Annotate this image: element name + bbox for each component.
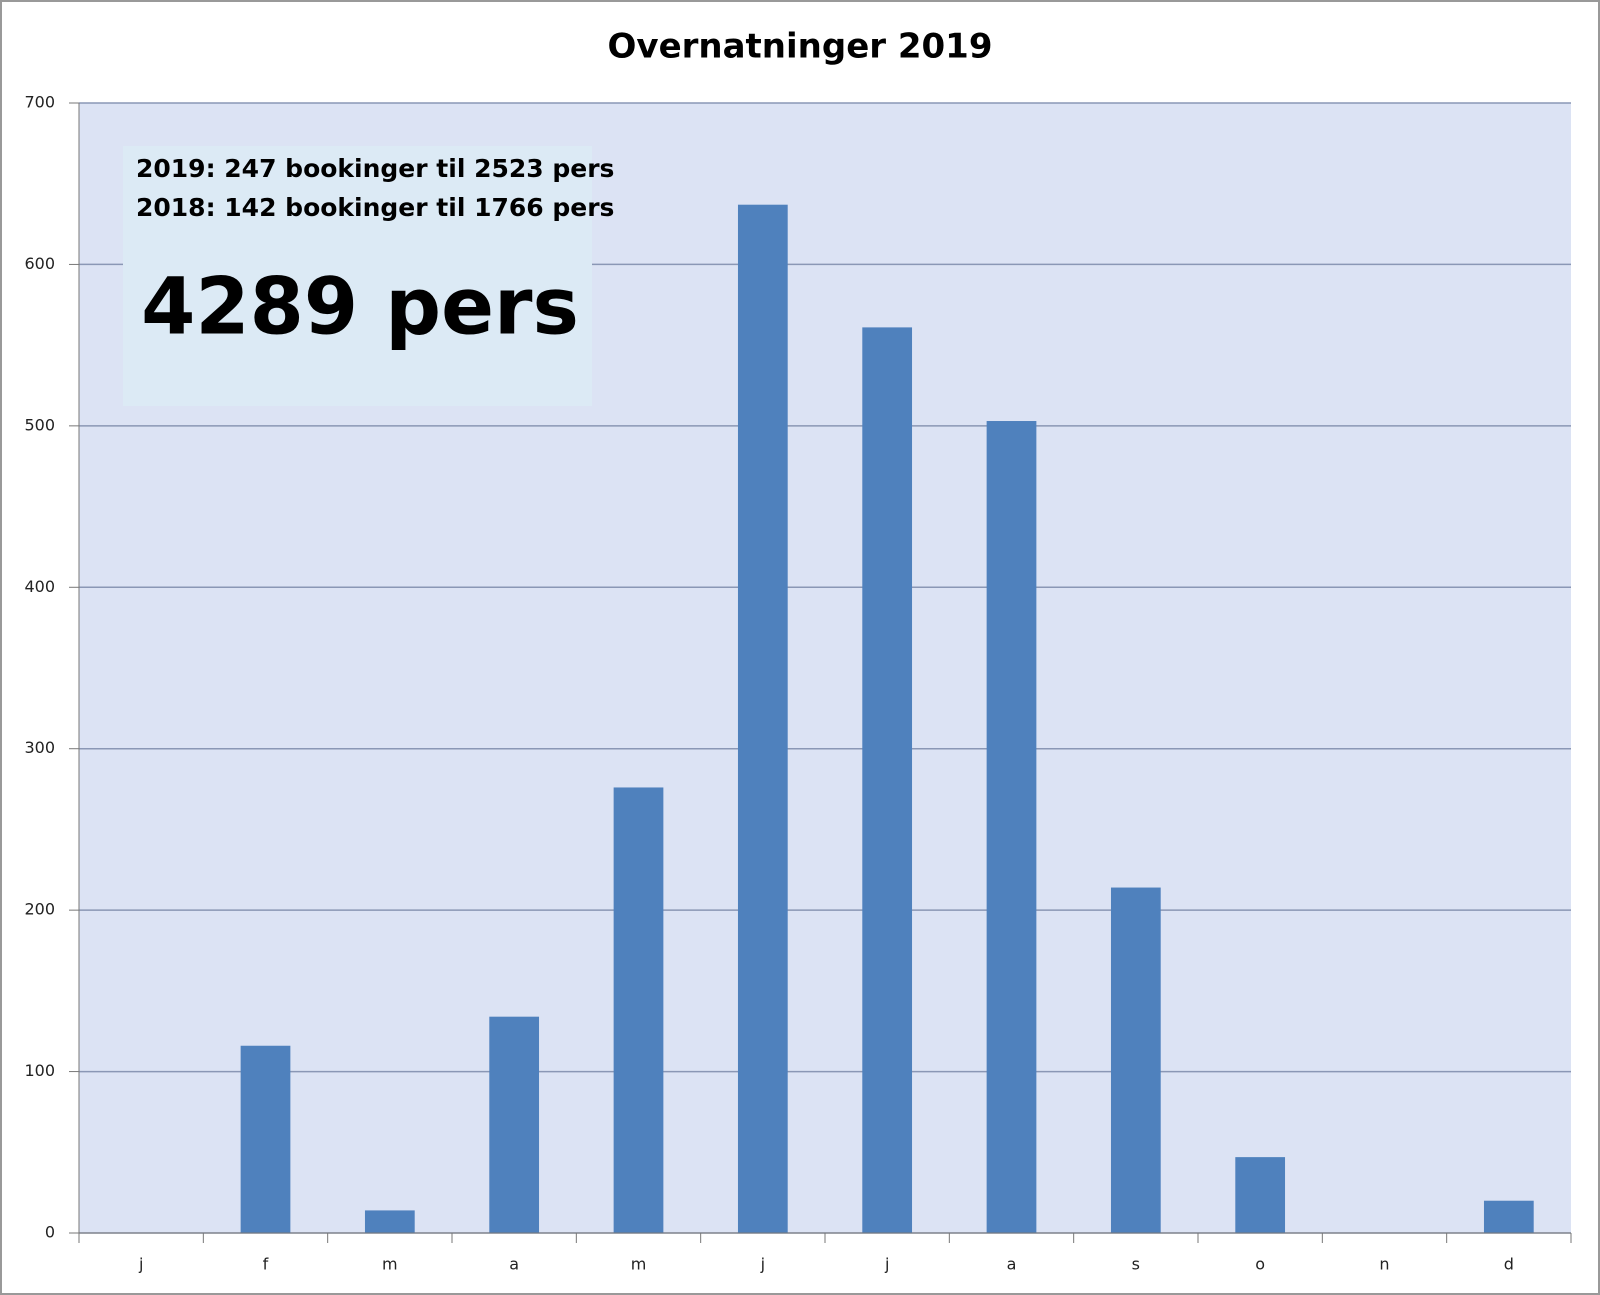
y-tick-label: 600 — [24, 254, 55, 273]
x-tick-label: o — [1255, 1255, 1265, 1274]
x-tick-label: a — [1007, 1255, 1017, 1274]
bar — [862, 327, 913, 1233]
y-tick-label: 100 — [24, 1061, 55, 1080]
x-tick-label: j — [138, 1255, 143, 1274]
x-tick-label: a — [509, 1255, 519, 1274]
bar — [613, 787, 664, 1233]
x-tick-label: j — [760, 1255, 765, 1274]
annotation: 2019: 247 bookinger til 2523 pers — [136, 154, 614, 183]
chart-title: Overnatninger 2019 — [608, 27, 993, 67]
y-tick-label: 300 — [24, 738, 55, 757]
x-tick-label: m — [631, 1255, 647, 1274]
axes: 0 100 200 300 400 500 600 700 j f m a m j j a s o n d — [24, 93, 1572, 1274]
x-tick-label: f — [263, 1255, 269, 1274]
y-tick-label: 500 — [24, 415, 55, 434]
bars — [240, 204, 1534, 1234]
bar — [986, 421, 1037, 1233]
x-tick-label: n — [1379, 1255, 1389, 1274]
bar — [1235, 1157, 1286, 1233]
annotation: 2018: 142 bookinger til 1766 pers — [136, 193, 614, 222]
bar — [240, 1045, 291, 1233]
y-tick-label: 700 — [24, 93, 55, 112]
bar — [1110, 887, 1161, 1233]
bar — [489, 1016, 540, 1233]
x-tick-label: d — [1504, 1255, 1514, 1274]
bar — [364, 1210, 415, 1233]
bar — [737, 204, 788, 1234]
y-tick-label: 0 — [45, 1223, 55, 1242]
x-tick-label: j — [884, 1255, 889, 1274]
y-tick-label: 400 — [24, 577, 55, 596]
annotation-total: 4289 pers — [141, 262, 579, 352]
annotation-box — [123, 146, 592, 406]
bar — [1483, 1200, 1534, 1233]
x-tick-label: s — [1132, 1255, 1140, 1274]
y-tick-label: 200 — [24, 900, 55, 919]
x-tick-label: m — [382, 1255, 398, 1274]
